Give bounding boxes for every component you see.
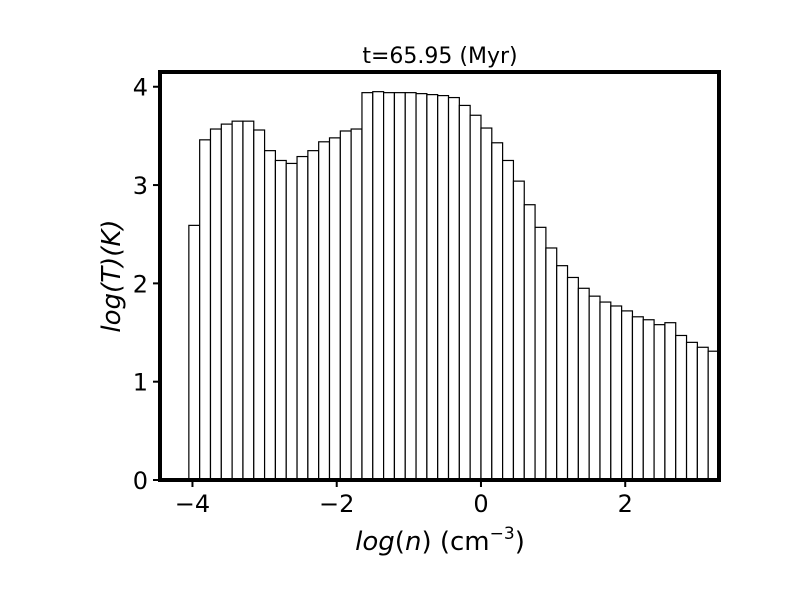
y-label-p3: ) [97, 219, 127, 231]
histogram-bar [361, 92, 374, 481]
y-label-func1: log [97, 293, 127, 333]
x-label-unit: cm [450, 527, 490, 557]
histogram-bar [437, 94, 450, 481]
y-axis-label: log(T)(K) [97, 219, 127, 332]
histogram-bar [621, 310, 634, 481]
y-tick-label: 4 [133, 74, 148, 102]
histogram-bar [685, 341, 698, 481]
y-label-arg1: T [97, 265, 127, 283]
histogram-bar [577, 287, 590, 481]
x-axis-label: log(n) (cm−3) [355, 524, 525, 557]
histogram-bar [296, 155, 309, 481]
histogram-bar [642, 319, 655, 481]
y-label-p2: )( [97, 245, 127, 269]
histogram-bar [383, 92, 396, 481]
x-tick-label: 2 [618, 490, 633, 518]
histogram-bar [653, 324, 666, 481]
histogram-bar [393, 92, 406, 481]
y-tick-label: 2 [133, 270, 148, 298]
y-tick-label: 3 [133, 172, 148, 200]
bars-group [188, 91, 720, 481]
x-label-close-paren: ) ( [421, 527, 450, 557]
chart-title: t=65.95 (Myr) [362, 44, 517, 69]
y-tick-label: 1 [133, 369, 148, 397]
histogram-bar [199, 139, 212, 481]
x-label-func: log [355, 527, 395, 557]
y-axis-ticks: 0 1 2 3 4 [133, 74, 160, 495]
x-label-exponent: −3 [490, 524, 515, 544]
histogram-bar [447, 96, 460, 481]
histogram-bar [285, 162, 298, 481]
y-tick-label: 0 [133, 467, 148, 495]
histogram-bar [523, 204, 536, 481]
x-label-end-paren: ) [515, 527, 525, 557]
histogram-bar [339, 130, 352, 481]
x-axis-ticks: −4 −2 0 2 [175, 480, 633, 518]
histogram-bar [502, 159, 515, 481]
histogram-bar [209, 128, 222, 481]
histogram-bar [188, 224, 201, 481]
histogram-bar [372, 91, 385, 481]
histogram-bar [480, 127, 493, 481]
histogram-bar [545, 247, 558, 481]
y-label-arg2: K [97, 228, 127, 247]
histogram-bar [231, 120, 244, 481]
histogram-bar [220, 123, 233, 481]
histogram-bar [415, 93, 428, 481]
plot-frame [158, 70, 721, 482]
histogram-bar [675, 334, 688, 481]
histogram-bar [588, 295, 601, 481]
histogram-bar [664, 322, 677, 481]
histogram-bar [307, 150, 320, 481]
histogram-bar [274, 159, 287, 481]
histogram-bar [534, 226, 547, 481]
histogram-bar [404, 92, 417, 481]
histogram-bar [253, 129, 266, 481]
y-label-p1: ( [97, 281, 127, 293]
histogram-bar [610, 305, 623, 481]
histogram-bar [350, 128, 363, 481]
x-label-arg: n [405, 527, 421, 557]
x-tick-label: −4 [175, 490, 210, 518]
histogram-bar [696, 346, 709, 481]
histogram-bar [566, 276, 579, 481]
histogram-bar [469, 114, 482, 481]
histogram-bar [328, 137, 341, 481]
histogram-bar [631, 316, 644, 481]
histogram-bar [458, 104, 471, 481]
histogram-bar [556, 265, 569, 481]
x-tick-label: −2 [319, 490, 354, 518]
histogram-bar [242, 120, 255, 481]
histogram-bar [599, 301, 612, 481]
histogram-bar [426, 94, 439, 481]
histogram-bar [512, 180, 525, 481]
histogram-bar [491, 142, 504, 481]
x-label-open-paren: ( [395, 527, 405, 557]
histogram-bar [318, 141, 331, 481]
x-tick-label: 0 [473, 490, 488, 518]
histogram-bar [263, 150, 277, 481]
